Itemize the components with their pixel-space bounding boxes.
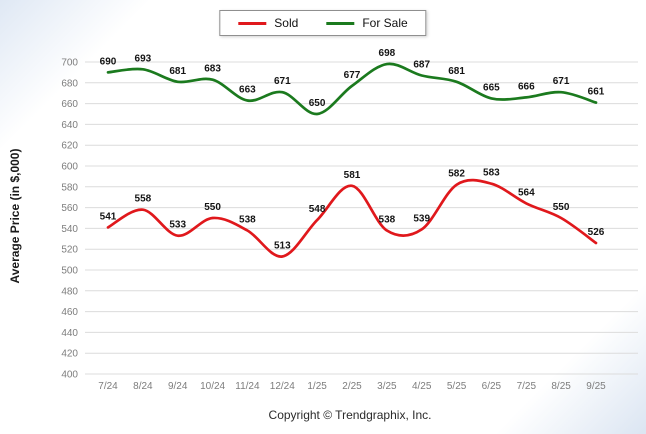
y-tick-label: 640 (61, 120, 78, 131)
x-tick-label: 9/25 (586, 381, 606, 392)
data-label-sold: 538 (239, 215, 256, 226)
y-tick-label: 700 (61, 58, 78, 69)
data-label-for-sale: 677 (344, 70, 361, 81)
data-label-sold: 564 (518, 187, 535, 198)
data-label-for-sale: 671 (553, 76, 570, 87)
x-tick-label: 1/25 (307, 381, 327, 392)
data-label-sold: 541 (100, 211, 117, 222)
y-tick-label: 600 (61, 162, 78, 173)
data-label-for-sale: 683 (204, 64, 221, 75)
x-tick-label: 3/25 (377, 381, 397, 392)
y-tick-label: 540 (61, 224, 78, 235)
data-label-for-sale: 698 (379, 48, 396, 59)
data-label-for-sale: 661 (588, 87, 605, 98)
x-tick-label: 8/24 (133, 381, 153, 392)
data-label-sold: 548 (309, 204, 326, 215)
y-tick-label: 520 (61, 245, 78, 256)
copyright-text: Copyright © Trendgraphix, Inc. (268, 408, 432, 422)
y-tick-label: 460 (61, 307, 78, 318)
y-tick-label: 680 (61, 78, 78, 89)
data-label-sold: 539 (413, 213, 430, 224)
data-label-for-sale: 681 (169, 66, 186, 77)
data-label-for-sale: 665 (483, 82, 500, 93)
legend-label-sold: Sold (274, 16, 299, 30)
data-label-for-sale: 681 (448, 66, 465, 77)
data-label-sold: 513 (274, 241, 291, 252)
legend-label-for-sale: For Sale (362, 16, 408, 30)
x-tick-label: 9/24 (168, 381, 188, 392)
data-label-sold: 581 (344, 170, 361, 181)
y-tick-label: 500 (61, 266, 78, 277)
x-tick-label: 6/25 (482, 381, 502, 392)
y-tick-label: 620 (61, 141, 78, 152)
x-tick-label: 12/24 (270, 381, 295, 392)
data-label-sold: 582 (448, 169, 465, 180)
for-sale-line-swatch (326, 21, 355, 25)
y-tick-label: 480 (61, 286, 78, 297)
y-tick-label: 660 (61, 99, 78, 110)
legend-item-sold: Sold (238, 16, 298, 30)
data-label-sold: 583 (483, 168, 500, 179)
y-tick-label: 400 (61, 370, 78, 381)
data-label-sold: 550 (553, 202, 570, 213)
x-tick-label: 10/24 (200, 381, 225, 392)
legend-item-for-sale: For Sale (326, 16, 408, 30)
y-tick-label: 440 (61, 328, 78, 339)
data-label-for-sale: 663 (239, 85, 256, 96)
y-axis-title: Average Price (in $,000) (8, 148, 22, 284)
data-label-sold: 533 (169, 220, 186, 231)
x-tick-label: 2/25 (342, 381, 362, 392)
data-label-sold: 526 (588, 227, 605, 238)
data-label-for-sale: 650 (309, 98, 326, 109)
x-tick-label: 8/25 (551, 381, 571, 392)
x-tick-label: 5/25 (447, 381, 467, 392)
data-label-sold: 538 (379, 215, 396, 226)
data-label-sold: 558 (135, 194, 152, 205)
x-tick-label: 11/24 (235, 381, 260, 392)
y-tick-label: 560 (61, 203, 78, 214)
x-tick-label: 4/25 (412, 381, 432, 392)
data-label-sold: 550 (204, 202, 221, 213)
data-label-for-sale: 690 (100, 56, 117, 67)
data-label-for-sale: 671 (274, 76, 291, 87)
data-label-for-sale: 693 (135, 53, 152, 64)
x-tick-label: 7/24 (98, 381, 118, 392)
y-tick-label: 580 (61, 182, 78, 193)
series-line-for-sale (106, 62, 598, 116)
data-label-for-sale: 666 (518, 81, 535, 92)
data-label-for-sale: 687 (413, 60, 430, 71)
x-tick-label: 7/25 (517, 381, 537, 392)
sold-line-swatch (238, 21, 267, 25)
series-line-sold (106, 178, 598, 258)
y-tick-label: 420 (61, 349, 78, 360)
legend: Sold For Sale (219, 10, 427, 36)
